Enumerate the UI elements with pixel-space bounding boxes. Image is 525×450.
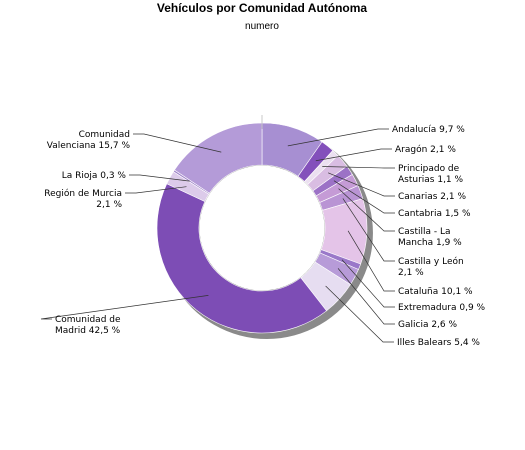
slice-label-line: Extremadura 0,9 % bbox=[398, 303, 486, 313]
leader-6 bbox=[342, 198, 395, 262]
leader-4 bbox=[333, 180, 395, 214]
slice-label-13: La Rioja 0,3 % bbox=[62, 171, 127, 181]
slice-labels: Andalucía 9,7 % Aragón 2,1 % Principado de… bbox=[44, 125, 485, 348]
slice-label-5: Castilla - La Mancha 1,9 % bbox=[398, 227, 462, 248]
leader-7 bbox=[347, 230, 395, 292]
slice-label-2: Principado de Asturias 1,1 % bbox=[398, 164, 464, 185]
slice-label-4: Cantabria 1,5 % bbox=[398, 209, 471, 219]
leader-3 bbox=[327, 172, 395, 197]
slice-label-line: Illes Balears 5,4 % bbox=[397, 338, 480, 348]
leader-8 bbox=[341, 259, 395, 308]
slice-label-line: Madrid 42,5 % bbox=[55, 326, 121, 336]
donut-slices bbox=[156, 115, 368, 334]
leader-2 bbox=[322, 166, 395, 169]
leader-9 bbox=[337, 268, 395, 325]
chart-title: Vehículos por Comunidad Autónoma bbox=[157, 1, 368, 15]
slice-label-7: Cataluña 10,1 % bbox=[398, 287, 473, 297]
slice-label-1: Aragón 2,1 % bbox=[395, 144, 456, 155]
slice-label-line: Asturias 1,1 % bbox=[398, 175, 464, 185]
leader-5 bbox=[338, 188, 395, 232]
slice-11 bbox=[156, 183, 327, 334]
slice-label-line: Valenciana 15,7 % bbox=[47, 141, 131, 151]
leader-0 bbox=[287, 128, 389, 147]
slice-label-line: Andalucía 9,7 % bbox=[392, 125, 465, 135]
slice-label-line: 2,1 % bbox=[96, 200, 122, 210]
slice-label-3: Canarias 2,1 % bbox=[398, 192, 466, 202]
leader-11 bbox=[40, 295, 209, 320]
label-leaders bbox=[40, 128, 395, 343]
slice-label-6: Castilla y León 2,1 % bbox=[398, 256, 464, 278]
slice-label-line: Aragón 2,1 % bbox=[395, 144, 456, 155]
slice-label-12: Región de Murcia 2,1 % bbox=[44, 188, 122, 210]
slice-label-0: Andalucía 9,7 % bbox=[392, 125, 465, 135]
slice-label-line: Mancha 1,9 % bbox=[398, 238, 462, 248]
slice-label-line: Castilla - La bbox=[398, 227, 451, 237]
slice-label-9: Galicia 2,6 % bbox=[398, 320, 457, 330]
slice-label-8: Extremadura 0,9 % bbox=[398, 303, 486, 313]
slice-label-line: 2,1 % bbox=[398, 268, 424, 278]
slice-label-10: Illes Balears 5,4 % bbox=[397, 338, 480, 348]
leader-14 bbox=[133, 133, 222, 153]
leader-13 bbox=[129, 174, 190, 182]
donut-hole bbox=[199, 165, 325, 291]
slice-label-line: Cantabria 1,5 % bbox=[398, 209, 471, 219]
leader-1 bbox=[315, 148, 392, 162]
slice-label-line: La Rioja 0,3 % bbox=[62, 171, 127, 181]
chart-subtitle: numero bbox=[245, 21, 279, 32]
slice-label-line: Comunidad bbox=[79, 130, 130, 140]
slice-label-11: Comunidad de Madrid 42,5 % bbox=[55, 315, 121, 336]
slice-label-line: Castilla y León bbox=[398, 256, 464, 267]
slice-label-line: Comunidad de bbox=[55, 315, 121, 325]
leader-10 bbox=[325, 285, 394, 343]
slice-label-line: Región de Murcia bbox=[44, 188, 122, 199]
slice-label-line: Cataluña 10,1 % bbox=[398, 287, 473, 297]
leader-12 bbox=[125, 186, 187, 194]
slice-label-line: Canarias 2,1 % bbox=[398, 192, 466, 202]
slice-label-line: Galicia 2,6 % bbox=[398, 320, 457, 330]
slice-label-line: Principado de bbox=[398, 164, 460, 174]
slice-label-14: Comunidad Valenciana 15,7 % bbox=[47, 130, 131, 151]
